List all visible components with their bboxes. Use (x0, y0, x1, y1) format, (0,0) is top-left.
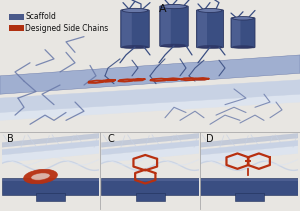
Ellipse shape (122, 8, 148, 13)
Polygon shape (2, 140, 99, 155)
Polygon shape (2, 133, 99, 147)
Polygon shape (101, 140, 199, 155)
Text: Scaffold: Scaffold (26, 12, 56, 20)
FancyBboxPatch shape (121, 10, 149, 48)
Polygon shape (101, 146, 199, 163)
Bar (136, 193, 165, 201)
Bar (235, 193, 264, 201)
Bar (101, 178, 199, 195)
Ellipse shape (161, 44, 187, 47)
Text: C: C (107, 134, 114, 144)
Text: A: A (159, 4, 166, 14)
Polygon shape (0, 89, 300, 120)
FancyBboxPatch shape (161, 6, 171, 46)
Bar (9, 25, 24, 31)
FancyBboxPatch shape (232, 18, 241, 47)
FancyBboxPatch shape (197, 10, 207, 47)
FancyBboxPatch shape (231, 18, 255, 48)
Bar (36, 193, 65, 201)
Bar (9, 14, 24, 20)
Ellipse shape (24, 169, 57, 184)
Text: Designed Side Chains: Designed Side Chains (26, 24, 109, 33)
FancyBboxPatch shape (196, 10, 224, 48)
Bar (101, 179, 199, 181)
Polygon shape (0, 55, 300, 94)
Polygon shape (200, 140, 298, 155)
Ellipse shape (31, 173, 50, 180)
Polygon shape (0, 83, 300, 112)
Ellipse shape (198, 46, 222, 49)
Text: D: D (206, 134, 214, 144)
Ellipse shape (122, 45, 148, 49)
Ellipse shape (198, 8, 222, 12)
Polygon shape (200, 146, 298, 163)
Bar (200, 178, 298, 195)
FancyBboxPatch shape (122, 10, 132, 47)
Bar (2, 179, 99, 181)
Polygon shape (101, 133, 199, 147)
Bar (2, 178, 99, 195)
Ellipse shape (232, 17, 254, 20)
Ellipse shape (161, 4, 187, 9)
Polygon shape (200, 133, 298, 147)
FancyBboxPatch shape (160, 6, 188, 46)
Polygon shape (2, 146, 99, 163)
Bar (200, 179, 298, 181)
Text: B: B (7, 134, 14, 144)
Ellipse shape (232, 46, 254, 49)
Polygon shape (0, 80, 300, 107)
